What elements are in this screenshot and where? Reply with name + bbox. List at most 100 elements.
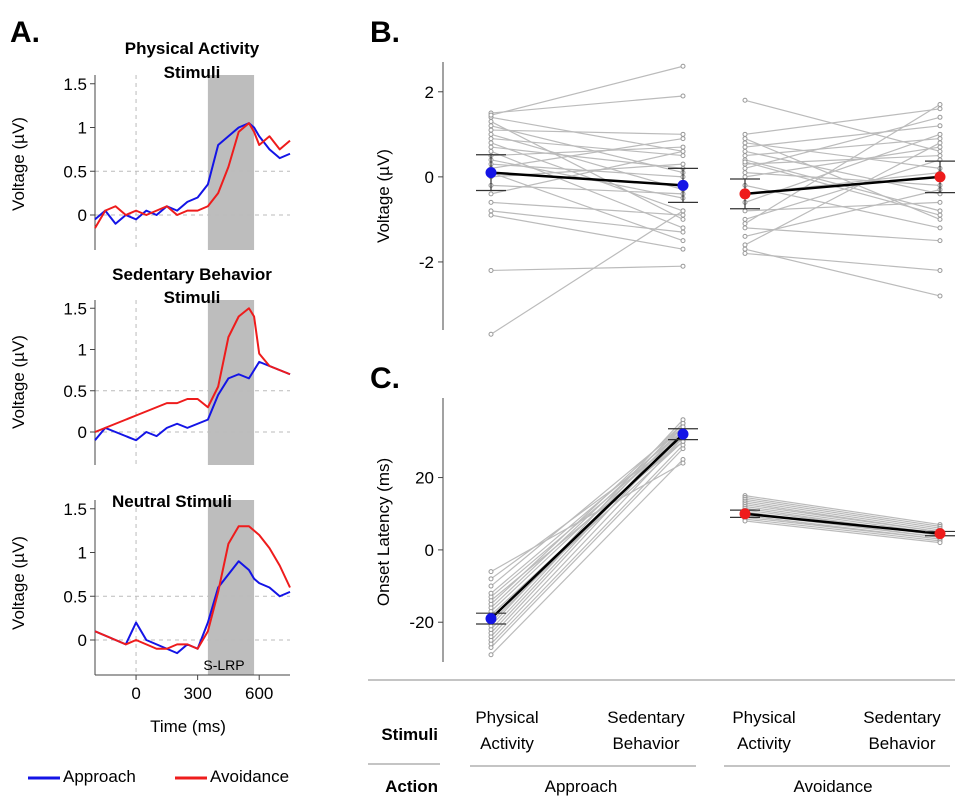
subject-point [488, 127, 494, 133]
subject-point [937, 208, 943, 214]
subject-point [488, 112, 494, 118]
subject-point [742, 153, 748, 159]
subject-point [937, 148, 943, 154]
subject-point [937, 140, 943, 146]
subject-line [744, 104, 941, 225]
mean-point [934, 528, 946, 540]
series-line-approach [94, 122, 291, 225]
subject-point [680, 63, 686, 69]
y-tick-label: -20 [409, 613, 434, 632]
subject-line [490, 146, 684, 169]
condition-2-line1: Sedentary [607, 708, 685, 727]
y-tick-label: 1 [78, 341, 87, 360]
y-axis-label-a2: Voltage (µV) [9, 335, 28, 429]
subject-point [937, 102, 943, 108]
plot-title-a2-line2: Stimuli [164, 288, 221, 307]
series-line-avoidance [94, 525, 291, 650]
subject-point [488, 140, 494, 146]
subject-point [488, 119, 494, 125]
y-tick-label: 0 [425, 168, 434, 187]
subject-line [490, 150, 684, 195]
subject-point [488, 590, 494, 596]
subject-point [742, 174, 748, 180]
bottom-category-axis: Stimuli Action Physical Activity Sedenta… [368, 679, 955, 796]
y-tick-label: 1 [78, 544, 87, 563]
action-row-label: Action [385, 777, 438, 796]
subject-line [744, 150, 941, 195]
panel-b-plot: 2 0 -2 [419, 62, 955, 337]
subject-point [680, 144, 686, 150]
y-tick-label: 0 [425, 541, 434, 560]
s-lrp-window [207, 75, 255, 250]
subject-point [742, 136, 748, 142]
subject-line [490, 448, 684, 648]
subject-line [490, 184, 684, 195]
subject-point [937, 216, 943, 222]
s-lrp-window [207, 300, 255, 465]
subject-point [488, 199, 494, 205]
subject-point [742, 250, 748, 256]
subject-point [742, 131, 748, 137]
subject-point [680, 153, 686, 159]
condition-1-line2: Activity [480, 734, 534, 753]
y-tick-label: 0 [78, 206, 87, 225]
condition-2-line2: Behavior [612, 734, 679, 753]
condition-1-line1: Physical [475, 708, 538, 727]
subject-point [680, 93, 686, 99]
series-line-avoidance [94, 307, 291, 433]
mean-line [744, 175, 941, 196]
subject-point [937, 144, 943, 150]
y-axis-label-a3: Voltage (µV) [9, 536, 28, 630]
subject-point [742, 140, 748, 146]
subject-point [937, 199, 943, 205]
subject-line [490, 201, 684, 216]
subject-line [490, 129, 684, 135]
subject-point [742, 233, 748, 239]
subject-line [490, 65, 684, 116]
condition-3-line2: Activity [737, 734, 791, 753]
subject-point [937, 114, 943, 120]
action-avoidance-label: Avoidance [793, 777, 872, 796]
plot-title-a2-line1: Sedentary Behavior [112, 265, 272, 284]
subject-line [490, 214, 684, 250]
mean-point [934, 171, 946, 183]
subject-point [680, 460, 686, 466]
subject-line [490, 137, 684, 157]
subject-point [680, 161, 686, 167]
subject-point [488, 123, 494, 129]
subject-point [680, 136, 686, 142]
y-tick-label: 20 [415, 469, 434, 488]
subject-line [490, 210, 684, 233]
subject-point [488, 144, 494, 150]
subject-point [488, 148, 494, 154]
y-tick-label: 0 [78, 423, 87, 442]
subject-line [744, 116, 941, 169]
subject-point [680, 208, 686, 214]
subject-point [937, 106, 943, 112]
subject-point [742, 246, 748, 252]
subject-line [490, 95, 684, 114]
stimuli-row-label: Stimuli [381, 725, 438, 744]
subject-point [680, 238, 686, 244]
subject-point [680, 246, 686, 252]
x-tick-label: 300 [183, 684, 211, 703]
subject-line [744, 520, 941, 544]
subject-line [744, 227, 941, 242]
subject-point [937, 212, 943, 218]
mean-line [744, 512, 941, 535]
subject-point [742, 242, 748, 248]
subject-point [742, 144, 748, 150]
y-tick-label: 0.5 [63, 587, 87, 606]
subject-point [742, 170, 748, 176]
y-tick-label: 1 [78, 119, 87, 138]
subject-line [490, 210, 684, 335]
subject-line [490, 440, 684, 601]
mean-line [490, 433, 684, 620]
subject-point [488, 136, 494, 142]
legend-avoidance-label: Avoidance [210, 767, 289, 786]
subject-line [744, 252, 941, 272]
y-tick-label: 0 [78, 631, 87, 650]
subject-line [744, 108, 941, 135]
subject-line [744, 248, 941, 297]
